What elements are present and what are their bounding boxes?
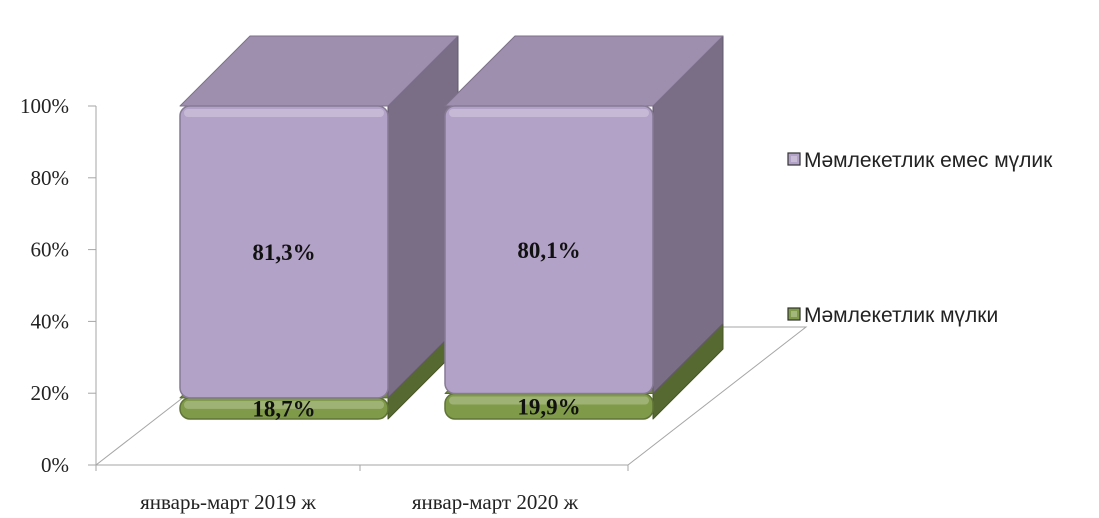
legend-label: Мәмлекетлик мүлки [804, 304, 998, 327]
bar-front-face [444, 105, 654, 395]
bar-1-1 [444, 35, 724, 395]
chart-bars: 18,7% 81,3% 19,9% 80,1% [179, 35, 724, 421]
bar-highlight [449, 109, 649, 117]
legend: Мәмлекетлик емес мүлик Мәмлекетлик мүлки [787, 149, 1053, 327]
y-tick-label: 100% [20, 94, 69, 118]
bar-front-face [179, 105, 389, 399]
y-tick-label: 20% [31, 381, 70, 405]
legend-label: Мәмлекетлик емес мүлик [804, 149, 1053, 172]
y-tick-labels: 0% 20% 40% 60% 80% 100% [20, 94, 96, 477]
legend-swatch-highlight [791, 156, 797, 162]
y-tick-label: 40% [31, 309, 70, 333]
category-labels: январь-март 2019 ж январ-март 2020 ж [140, 490, 579, 514]
data-label: 19,9% [517, 394, 580, 419]
x-category-label: январ-март 2020 ж [412, 490, 579, 514]
y-tick-label: 0% [41, 453, 69, 477]
bar-highlight [184, 109, 384, 117]
data-label: 80,1% [517, 238, 580, 263]
bar-0-1 [179, 35, 459, 399]
data-label: 81,3% [252, 240, 315, 265]
y-tick-label: 60% [31, 238, 70, 262]
bar-highlight [184, 400, 384, 409]
legend-swatch-highlight [791, 311, 797, 317]
y-tick-label: 80% [31, 166, 70, 190]
x-category-label: январь-март 2019 ж [140, 490, 316, 514]
data-label: 18,7% [252, 396, 315, 421]
bar-highlight [449, 396, 649, 405]
